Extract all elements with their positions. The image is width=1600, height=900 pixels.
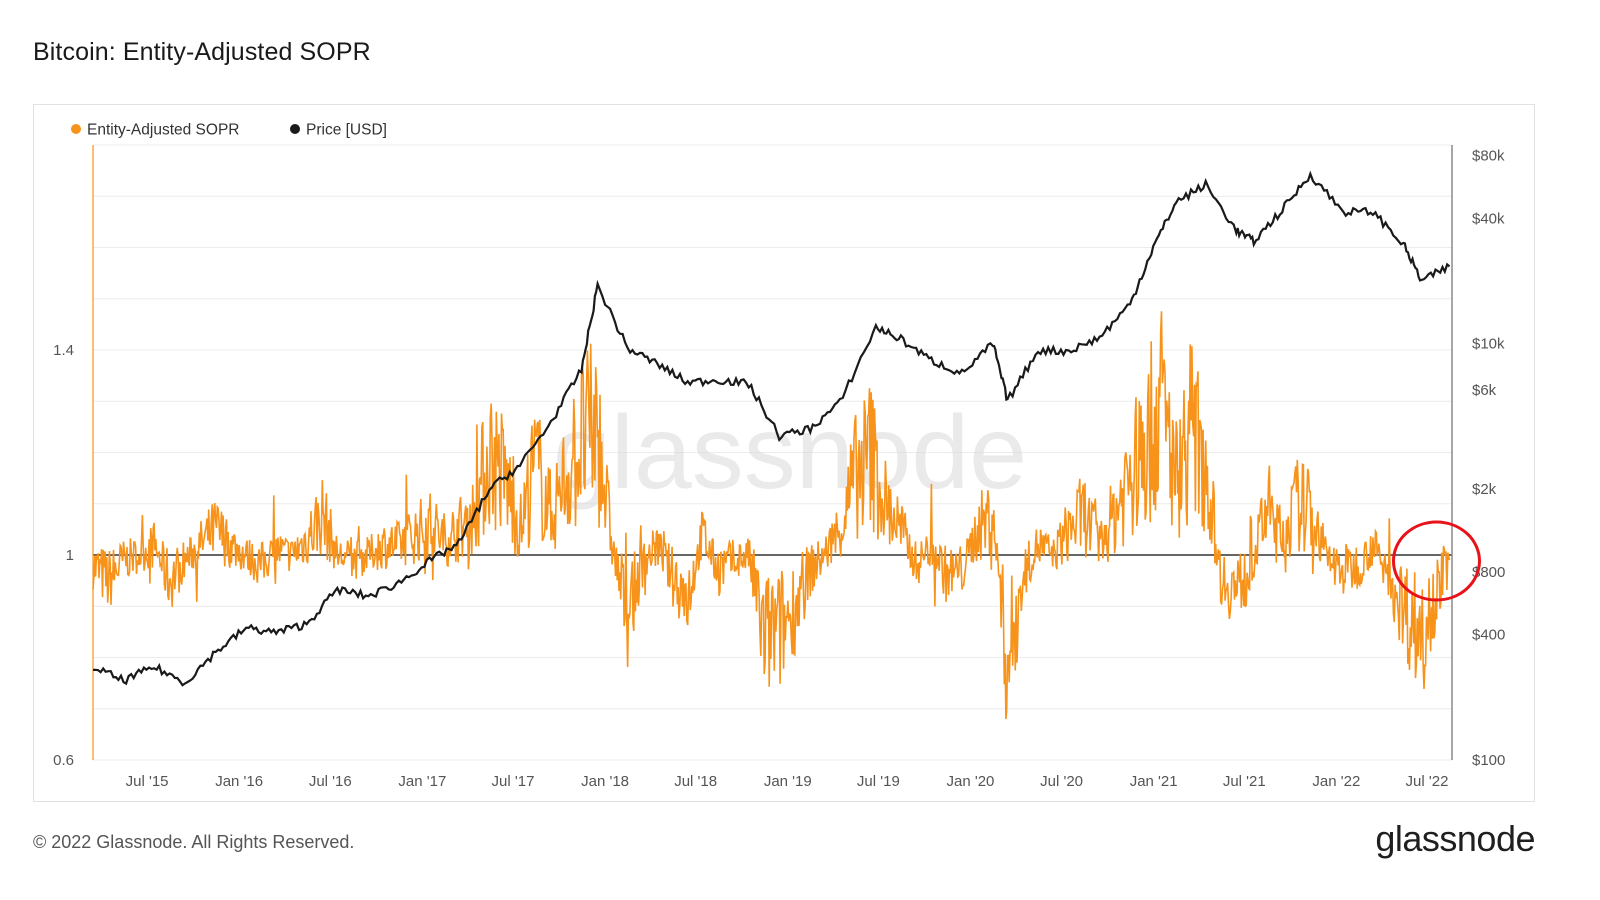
x-tick-label: Jul '15 — [126, 773, 169, 790]
left-tick-label: 1 — [66, 547, 74, 564]
legend-price-label[interactable]: Price [USD] — [306, 122, 387, 139]
right-axis-ticks: $80k $40k $10k $6k $2k $800 $400 $100 — [1472, 148, 1505, 769]
x-tick-label: Jul '19 — [857, 773, 900, 790]
legend: Entity-Adjusted SOPR Price [USD] — [71, 122, 387, 139]
x-tick-label: Jan '20 — [947, 773, 995, 790]
right-tick-label: $400 — [1472, 627, 1505, 644]
right-tick-label: $2k — [1472, 481, 1497, 498]
x-tick-label: Jul '17 — [492, 773, 535, 790]
chart-frame — [33, 104, 1535, 802]
x-tick-label: Jul '21 — [1223, 773, 1266, 790]
legend-sopr-dot — [71, 124, 81, 134]
sopr-series-line — [92, 311, 1451, 720]
glassnode-logo[interactable]: glassnode — [1375, 818, 1535, 859]
left-tick-label: 1.4 — [53, 342, 74, 359]
x-tick-label: Jul '16 — [309, 773, 352, 790]
right-tick-label: $100 — [1472, 752, 1505, 769]
legend-sopr-label[interactable]: Entity-Adjusted SOPR — [87, 122, 239, 139]
x-tick-label: Jul '20 — [1040, 773, 1083, 790]
legend-price-dot — [290, 124, 300, 134]
x-tick-label: Jan '21 — [1130, 773, 1178, 790]
right-tick-label: $6k — [1472, 382, 1497, 399]
x-tick-label: Jan '16 — [215, 773, 263, 790]
chart-title: Bitcoin: Entity-Adjusted SOPR — [33, 38, 371, 66]
x-tick-label: Jan '18 — [581, 773, 629, 790]
copyright-text: © 2022 Glassnode. All Rights Reserved. — [33, 832, 355, 852]
gridlines — [93, 144, 1452, 761]
x-tick-label: Jan '19 — [764, 773, 812, 790]
watermark: glassnode — [553, 395, 1027, 511]
highlight-circle — [1391, 520, 1481, 602]
x-tick-label: Jul '18 — [674, 773, 717, 790]
x-tick-label: Jan '22 — [1312, 773, 1360, 790]
x-tick-label: Jan '17 — [398, 773, 446, 790]
right-tick-label: $80k — [1472, 148, 1505, 165]
x-tick-label: Jul '22 — [1406, 773, 1449, 790]
price-series-line — [92, 170, 1451, 687]
right-tick-label: $800 — [1472, 564, 1505, 581]
right-tick-label: $10k — [1472, 336, 1505, 353]
left-tick-label: 0.6 — [53, 752, 74, 769]
left-axis-ticks: 1.4 1 0.6 — [53, 342, 74, 769]
right-tick-label: $40k — [1472, 210, 1505, 227]
x-axis-ticks: Jul '15 Jan '16 Jul '16 Jan '17 Jul '17 Jan '… — [126, 773, 1449, 790]
